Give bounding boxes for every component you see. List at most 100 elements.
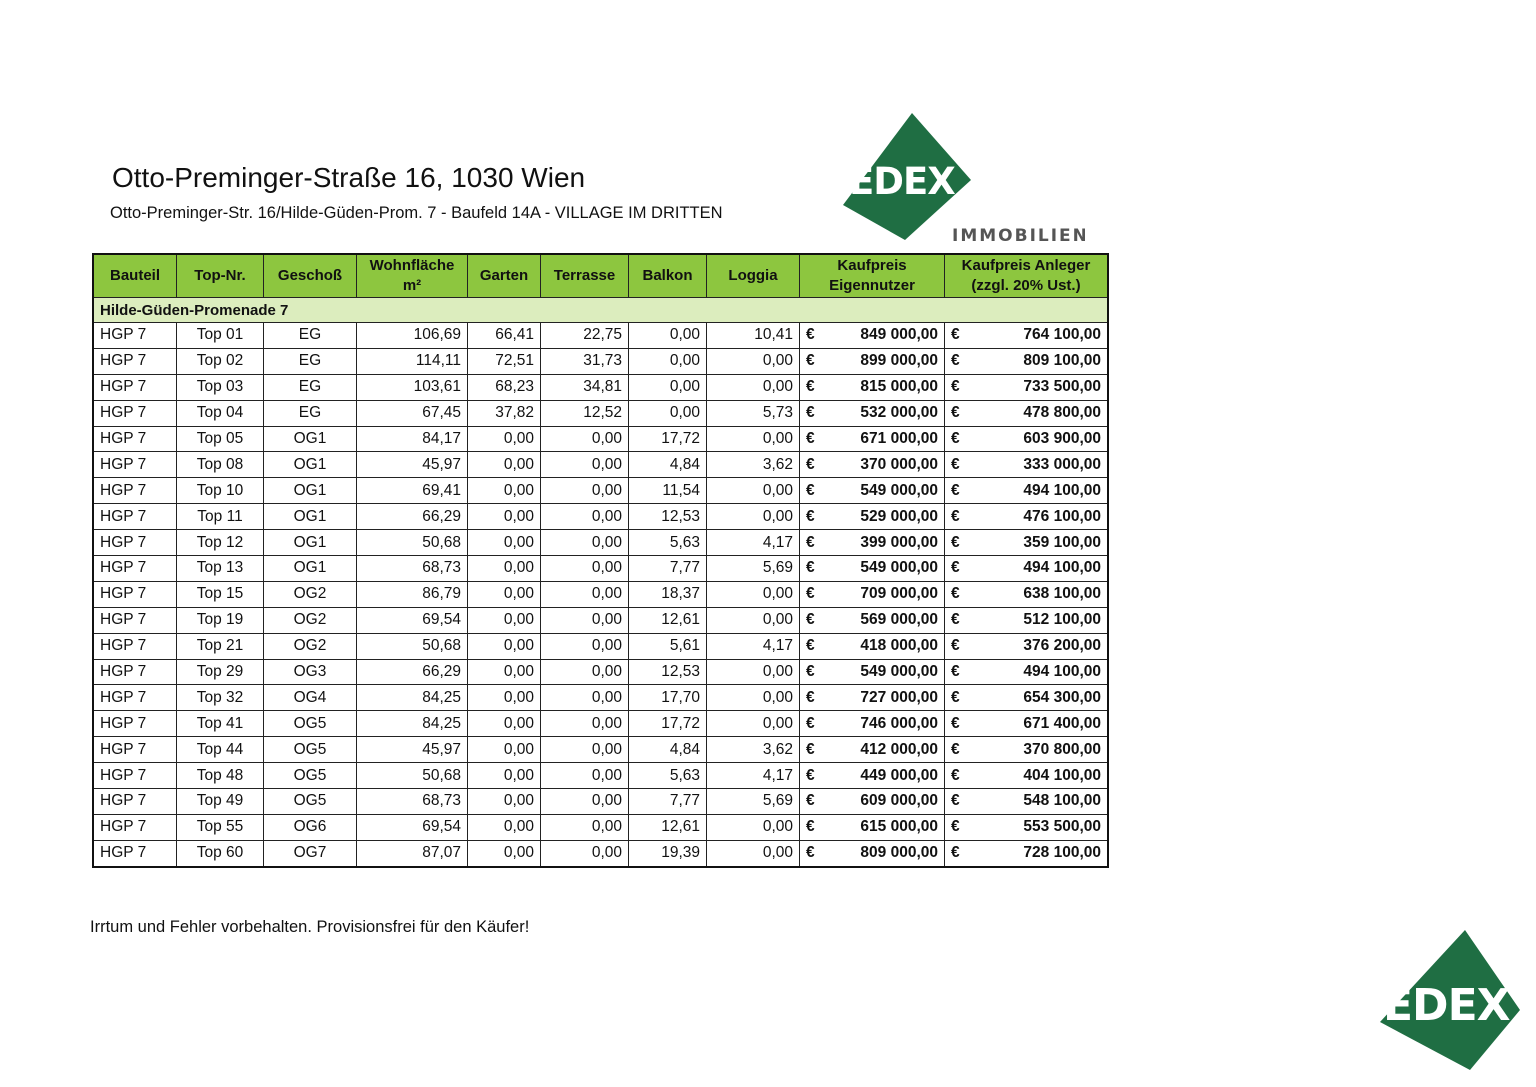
table-cell: OG4 [263,684,357,712]
table-cell: 809 000,00 [820,839,945,868]
table-cell: 553 500,00 [965,813,1109,841]
table-cell: 68,23 [467,373,541,401]
table-cell: HGP 7 [92,425,177,453]
table-cell: 0,00 [540,762,629,790]
table-cell: 815 000,00 [820,373,945,401]
table-cell: 0,00 [706,347,800,375]
table-row: HGP 7 Top 29 OG3 66,29 0,00 0,00 12,53 0,00 €549… [92,658,1109,686]
table-cell: 529 000,00 [820,503,945,531]
table-cell: 18,37 [628,580,707,608]
table-cell: OG7 [263,839,357,868]
table-cell: HGP 7 [92,736,177,764]
table-cell: 106,69 [356,322,468,349]
currency-symbol: € [799,477,820,505]
table-cell: HGP 7 [92,347,177,375]
table-cell: 12,52 [540,399,629,427]
table-cell: 66,29 [356,658,468,686]
column-header: Geschoß [263,253,357,298]
table-cell: 569 000,00 [820,606,945,634]
table-cell: HGP 7 [92,451,177,479]
table-cell: 494 100,00 [965,477,1109,505]
table-cell: Top 11 [176,503,264,531]
table-cell: 0,00 [540,736,629,764]
currency-symbol: € [799,425,820,453]
currency-symbol: € [944,710,965,738]
table-cell: HGP 7 [92,788,177,815]
table-cell: Top 15 [176,580,264,608]
table-cell: 5,61 [628,632,707,660]
table-cell: 103,61 [356,373,468,401]
table-cell: OG1 [263,555,357,582]
table-cell: 709 000,00 [820,580,945,608]
table-cell: 0,00 [467,762,541,790]
currency-symbol: € [944,736,965,764]
currency-symbol: € [799,839,820,868]
table-cell: 0,00 [706,658,800,686]
table-row: HGP 7 Top 05 OG1 84,17 0,00 0,00 17,72 0,00 €671… [92,425,1109,453]
table-cell: 0,00 [540,632,629,660]
table-cell: 0,00 [540,839,629,868]
table-cell: 512 100,00 [965,606,1109,634]
table-cell: 0,00 [467,503,541,531]
table-cell: 764 100,00 [965,322,1109,349]
currency-symbol: € [799,736,820,764]
table-cell: OG5 [263,736,357,764]
table-cell: 849 000,00 [820,322,945,349]
table-cell: Top 04 [176,399,264,427]
table-cell: 404 100,00 [965,762,1109,790]
table-cell: 0,00 [628,373,707,401]
table-cell: 3,62 [706,736,800,764]
table-cell: 476 100,00 [965,503,1109,531]
table-cell: 376 200,00 [965,632,1109,660]
table-cell: 0,00 [467,425,541,453]
table-cell: 899 000,00 [820,347,945,375]
svg-text:EDEX: EDEX [849,160,955,203]
table-cell: 0,00 [467,451,541,479]
table-cell: 549 000,00 [820,477,945,505]
table-cell: 494 100,00 [965,555,1109,582]
table-cell: 5,63 [628,529,707,557]
table-cell: 370 800,00 [965,736,1109,764]
table-cell: 449 000,00 [820,762,945,790]
table-row: HGP 7 Top 15 OG2 86,79 0,00 0,00 18,37 0,00 €709… [92,580,1109,608]
currency-symbol: € [944,347,965,375]
table-cell: 727 000,00 [820,684,945,712]
table-cell: 17,72 [628,425,707,453]
column-header: Kaufpreis Anleger (zzgl. 20% Ust.) [944,253,1109,298]
table-cell: 0,00 [540,606,629,634]
section-label: Hilde-Güden-Promenade 7 [92,297,1109,323]
table-cell: 0,00 [467,606,541,634]
page-subtitle: Otto-Preminger-Str. 16/Hilde-Güden-Prom.… [110,204,723,222]
table-cell: 333 000,00 [965,451,1109,479]
currency-symbol: € [944,632,965,660]
table-cell: 0,00 [467,788,541,815]
table-row: HGP 7 Top 12 OG1 50,68 0,00 0,00 5,63 4,17 €399 … [92,529,1109,557]
currency-symbol: € [944,555,965,582]
table-cell: 0,00 [467,710,541,738]
table-cell: Top 10 [176,477,264,505]
table-cell: 0,00 [706,813,800,841]
currency-symbol: € [944,788,965,815]
table-cell: EG [263,373,357,401]
table-cell: 66,29 [356,503,468,531]
table-cell: Top 29 [176,658,264,686]
table-cell: 0,00 [706,710,800,738]
currency-symbol: € [944,762,965,790]
table-cell: 809 100,00 [965,347,1109,375]
currency-symbol: € [799,503,820,531]
table-row: HGP 7 Top 49 OG5 68,73 0,00 0,00 7,77 5,69 €609 … [92,788,1109,815]
svg-text:IMMOBILIEN: IMMOBILIEN [952,226,1085,246]
table-cell: Top 21 [176,632,264,660]
edex-logo-small: EDEX [1380,930,1520,1070]
table-cell: 638 100,00 [965,580,1109,608]
table-row: HGP 7 Top 44 OG5 45,97 0,00 0,00 4,84 3,62 €412 … [92,736,1109,764]
table-cell: 0,00 [540,580,629,608]
currency-symbol: € [944,451,965,479]
table-cell: 4,84 [628,736,707,764]
disclaimer: Irrtum und Fehler vorbehalten. Provision… [90,918,530,936]
table-cell: Top 32 [176,684,264,712]
table-cell: 0,00 [540,477,629,505]
svg-text:EDEX: EDEX [1383,980,1511,1031]
table-cell: 0,00 [540,684,629,712]
